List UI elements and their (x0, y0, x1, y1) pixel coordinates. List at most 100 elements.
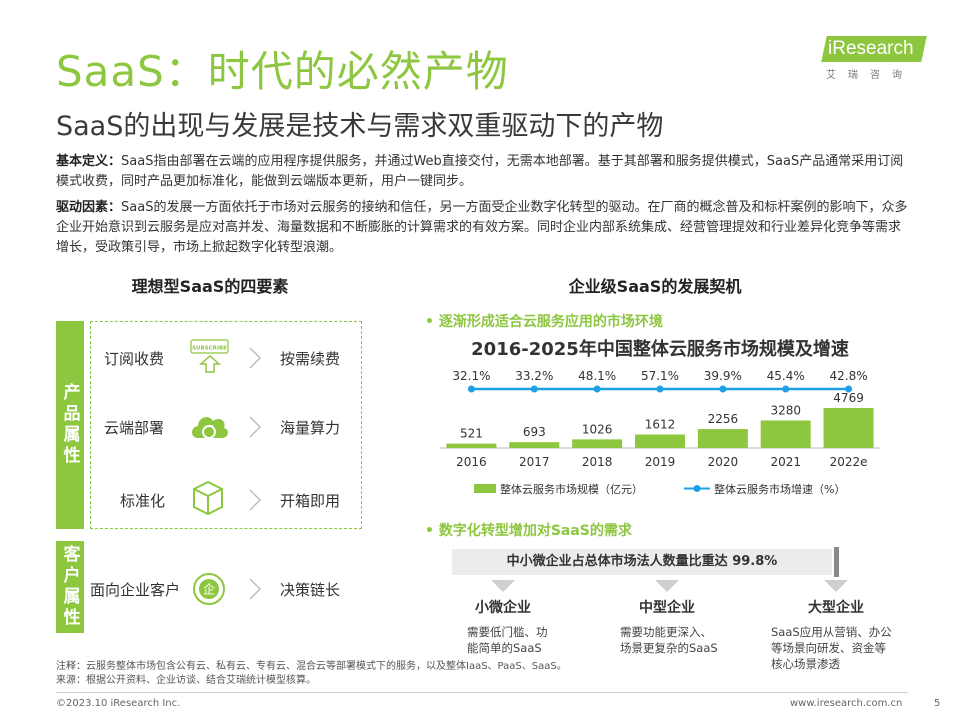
feature-on-demand-renewal: 按需续费 (280, 350, 341, 368)
bar (446, 443, 497, 448)
enterprise-icon-text: 企 (203, 582, 215, 597)
cloud-market-chart: 521 32.1% 2016 693 33.2% 2017 1026 48.1% 2018 161… (440, 369, 880, 496)
line-value-label: 57.1% (641, 369, 679, 383)
segment-large-desc-line: SaaS应用从营销、办公 (771, 625, 892, 639)
footer-url: www.iresearch.com.cn (790, 698, 903, 709)
segment-large-desc-line: 等场景向研发、资金等 (771, 641, 886, 655)
feature-standardization: 标准化 (120, 492, 166, 510)
bar (572, 439, 623, 448)
cube-icon (193, 480, 223, 516)
segment-small-title: 小微企业 (475, 600, 531, 616)
line-value-label: 39.9% (704, 369, 742, 383)
segment-medium-desc-line: 场景更复杂的SaaS (620, 641, 718, 655)
page-title: SaaS：时代的必然产物 (56, 47, 509, 96)
bar-value-label: 4769 (833, 391, 864, 405)
line-point (656, 385, 664, 393)
segment-arrow (655, 580, 679, 592)
segment-medium-desc: 需要功能更深入、 场景更复杂的SaaS (620, 624, 718, 656)
driver-text: SaaS的发展一方面依托于市场对云服务的接纳和信任，另一方面受企业数字化转型的驱… (56, 200, 908, 255)
line-value-label: 32.1% (452, 369, 490, 383)
x-tick-label: 2022e (830, 455, 868, 469)
definition-paragraph: 基本定义：SaaS指由部署在云端的应用程序提供服务，并通过Web直接交付，无需本… (56, 152, 908, 192)
logo-text: iResearch (828, 38, 914, 59)
line-value-label: 33.2% (515, 369, 553, 383)
segment-small-desc: 需要低门槛、功 能简单的SaaS (467, 624, 548, 656)
source-line: 来源：根据公开资料、企业访谈、结合艾瑞统计模型核算。 (56, 675, 316, 686)
sme-share-banner: 中小微企业占总体市场法人数量比重达 99.8% (452, 549, 832, 575)
segment-large-desc: SaaS应用从营销、办公 等场景向研发、资金等 核心场景渗透 (771, 624, 892, 672)
bar-value-label: 2256 (708, 412, 739, 426)
bar-value-label: 1612 (645, 417, 676, 431)
line-value-label: 45.4% (767, 369, 805, 383)
bar (635, 434, 685, 448)
customer-attribute-label: 客户属性 (56, 541, 84, 633)
right-section-heading: 企业级SaaS的发展契机 (568, 277, 742, 296)
x-tick-label: 2020 (708, 455, 739, 469)
line-point (845, 385, 853, 393)
bullet-digital-demand-text: 数字化转型增加对SaaS的需求 (438, 523, 632, 539)
line-point (593, 385, 601, 393)
chevron-right-icon (249, 416, 262, 438)
line-value-label: 48.1% (578, 369, 616, 383)
bar (509, 442, 560, 448)
feature-enterprise-customers: 面向企业客户 (90, 581, 181, 599)
bullet-digital-demand: • 数字化转型增加对SaaS的需求 (425, 523, 632, 539)
bar (823, 408, 874, 448)
left-section-heading: 理想型SaaS的四要素 (131, 277, 289, 296)
segment-arrow (491, 580, 515, 592)
banner-end-marker (834, 547, 839, 577)
page-number: 5 (934, 698, 941, 709)
bar-value-label: 521 (460, 427, 483, 441)
line-point (782, 385, 790, 393)
subscribe-icon-text: SUBSCRIBE (192, 346, 227, 352)
x-tick-label: 2016 (456, 455, 487, 469)
feature-out-of-box: 开箱即用 (280, 492, 341, 510)
definition-text: SaaS指由部署在云端的应用程序提供服务，并通过Web直接交付，无需本地部署。基… (56, 154, 904, 189)
feature-subscription: 订阅收费 (104, 350, 165, 368)
feature-long-decision-chain: 决策链长 (280, 581, 341, 599)
line-value-label: 42.8% (830, 369, 868, 383)
legend-bar-swatch (474, 484, 496, 493)
bar-value-label: 693 (523, 425, 546, 439)
enterprise-icon: 企 (193, 573, 225, 605)
chart-title: 2016-2025年中国整体云服务市场规模及增速 (471, 339, 849, 360)
x-tick-label: 2017 (519, 455, 550, 469)
segment-small-desc-line: 需要低门槛、功 (467, 625, 548, 639)
driver-paragraph: 驱动因素：SaaS的发展一方面依托于市场对云服务的接纳和信任，另一方面受企业数字… (56, 198, 908, 258)
legend-bar-label: 整体云服务市场规模（亿元） (500, 482, 643, 496)
driver-label: 驱动因素： (56, 200, 122, 215)
iresearch-logo: iResearch 艾瑞咨询 (818, 32, 928, 82)
page-subtitle: SaaS的出现与发展是技术与需求双重驱动下的产物 (56, 111, 664, 142)
chevron-right-icon (249, 347, 262, 369)
line-point (530, 385, 538, 393)
x-tick-label: 2021 (770, 455, 801, 469)
segment-arrow (824, 580, 848, 592)
segment-medium-desc-line: 需要功能更深入、 (620, 625, 712, 639)
logo-subtext: 艾瑞咨询 (826, 70, 914, 81)
chevron-right-icon (249, 489, 262, 511)
bar-value-label: 3280 (770, 403, 801, 417)
segment-medium-title: 中型企业 (639, 600, 695, 616)
subscribe-icon: SUBSCRIBE (190, 339, 229, 373)
feature-cloud-deploy: 云端部署 (104, 419, 165, 437)
notes: 注释：云服务整体市场包含公有云、私有云、专有云、混合云等部署模式下的服务，以及整… (56, 660, 567, 688)
feature-massive-compute: 海量算力 (280, 419, 341, 437)
line-point (719, 385, 727, 393)
x-tick-label: 2019 (645, 455, 676, 469)
product-attribute-box (90, 321, 362, 529)
product-attribute-label: 产品属性 (56, 321, 84, 529)
footer-divider (56, 692, 908, 693)
bar (760, 420, 811, 448)
cloud-icon (192, 417, 228, 439)
legend-line-label: 整体云服务市场增速（%） (714, 482, 845, 496)
segment-small-desc-line: 能简单的SaaS (467, 641, 542, 655)
segment-large-title: 大型企业 (808, 600, 864, 616)
definition-label: 基本定义： (56, 154, 122, 169)
bullet-market-environment: • 逐渐形成适合云服务应用的市场环境 (425, 314, 663, 330)
notes-line: 注释：云服务整体市场包含公有云、私有云、专有云、混合云等部署模式下的服务，以及整… (56, 661, 567, 672)
segment-large-desc-line: 核心场景渗透 (771, 657, 840, 671)
x-tick-label: 2018 (582, 455, 613, 469)
line-point (467, 385, 475, 393)
footer-copyright: ©2023.10 iResearch Inc. (56, 698, 181, 709)
bar-value-label: 1026 (582, 422, 613, 436)
